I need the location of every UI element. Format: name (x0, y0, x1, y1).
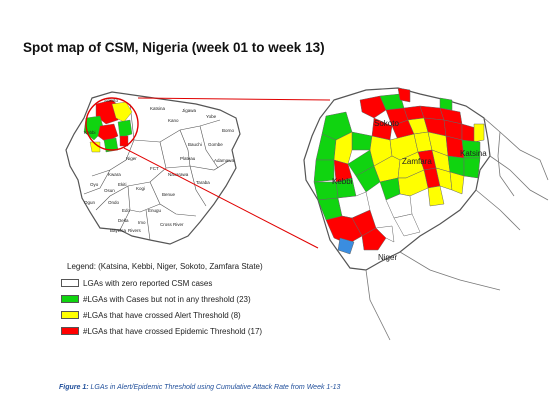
label-bauchi: Bauchi (188, 142, 202, 147)
legend-swatch-zero (61, 279, 79, 287)
zoom-label-kebbi: Kebbi (332, 177, 353, 186)
overview-nw-states (83, 99, 133, 153)
label-oyo: Oyo (90, 182, 99, 187)
label-enugu: Enugu (148, 208, 162, 213)
legend-item-cases: #LGAs with Cases but not in any threshol… (61, 293, 361, 305)
label-niger: Niger (126, 156, 137, 161)
label-edo: Edo (122, 208, 131, 213)
legend-label-alert: #LGAs that have crossed Alert Threshold … (83, 310, 241, 320)
legend-label-epidemic: #LGAs that have crossed Epidemic Thresho… (83, 326, 263, 336)
legend-label-cases: #LGAs with Cases but not in any threshol… (83, 294, 251, 304)
figure-caption: Figure 1: LGAs in Alert/Epidemic Thresho… (59, 384, 340, 391)
label-bayelsa: Bayelsa (110, 228, 127, 233)
label-rivers: Rivers (128, 228, 142, 233)
label-yobe: Yobe (206, 114, 217, 119)
map-title: Spot map of CSM, Nigeria (week 01 to wee… (23, 40, 325, 55)
label-kano: Kano (168, 118, 179, 123)
map-legend: Legend: (Katsina, Kebbi, Niger, Sokoto, … (61, 262, 361, 341)
overview-state-labels: Sokoto Kebbi Katsina Kano Jigawa Yobe Bo… (84, 98, 235, 233)
label-adamawa: Adamawa (214, 158, 235, 163)
zoomed-nw-map: Sokoto Zamfara Katsina Kebbi Niger (303, 87, 549, 341)
zoom-label-sokoto: Sokoto (374, 119, 399, 128)
label-katsina: Katsina (150, 106, 166, 111)
zoom-neighbor-boundaries (365, 117, 549, 341)
state-boundaries (83, 103, 231, 241)
label-cross-river: Cross River (160, 222, 184, 227)
legend-item-zero: LGAs with zero reported CSM cases (61, 277, 361, 289)
label-ekiti: Ekiti (118, 182, 127, 187)
legend-swatch-alert (61, 311, 79, 319)
zoom-label-zamfara: Zamfara (402, 157, 432, 166)
label-kogi: Kogi (136, 186, 145, 191)
figure-caption-text: LGAs in Alert/Epidemic Threshold using C… (90, 384, 341, 391)
nigeria-overview-map: Sokoto Kebbi Katsina Kano Jigawa Yobe Bo… (65, 91, 241, 245)
figure-caption-label: Figure 1: (59, 384, 89, 391)
label-taraba: Taraba (196, 180, 210, 185)
label-imo: Imo (138, 220, 146, 225)
label-gombe: Gombe (208, 142, 223, 147)
legend-item-alert: #LGAs that have crossed Alert Threshold … (61, 309, 361, 321)
legend-label-zero: LGAs with zero reported CSM cases (83, 278, 213, 288)
legend-heading: Legend: (Katsina, Kebbi, Niger, Sokoto, … (67, 262, 263, 271)
label-plateau: Plateau (180, 156, 196, 161)
zoom-lga-polygons (313, 87, 485, 255)
legend-swatch-epidemic (61, 327, 79, 335)
zoom-connector-lines (123, 97, 331, 249)
label-fct: FCT (150, 166, 159, 171)
zoom-state-labels: Sokoto Zamfara Katsina Kebbi Niger (332, 119, 487, 262)
label-borno: Borno (222, 128, 235, 133)
label-ondo: Ondo (108, 200, 120, 205)
label-kwara: Kwara (108, 172, 121, 177)
label-ogun: Ogun (84, 200, 96, 205)
label-benue: Benue (162, 192, 176, 197)
zoom-label-katsina: Katsina (460, 149, 487, 158)
label-sokoto: Sokoto (104, 98, 119, 103)
label-kebbi: Kebbi (84, 130, 96, 135)
legend-swatch-cases (61, 295, 79, 303)
label-delta: Delta (118, 218, 129, 223)
zoom-label-niger: Niger (378, 253, 397, 262)
label-nasarawa: Nasarawa (168, 172, 189, 177)
label-jigawa: Jigawa (182, 108, 197, 113)
zoom-highlight-circle (85, 97, 139, 151)
label-osun: Osun (104, 188, 115, 193)
legend-item-epidemic: #LGAs that have crossed Epidemic Thresho… (61, 325, 361, 337)
